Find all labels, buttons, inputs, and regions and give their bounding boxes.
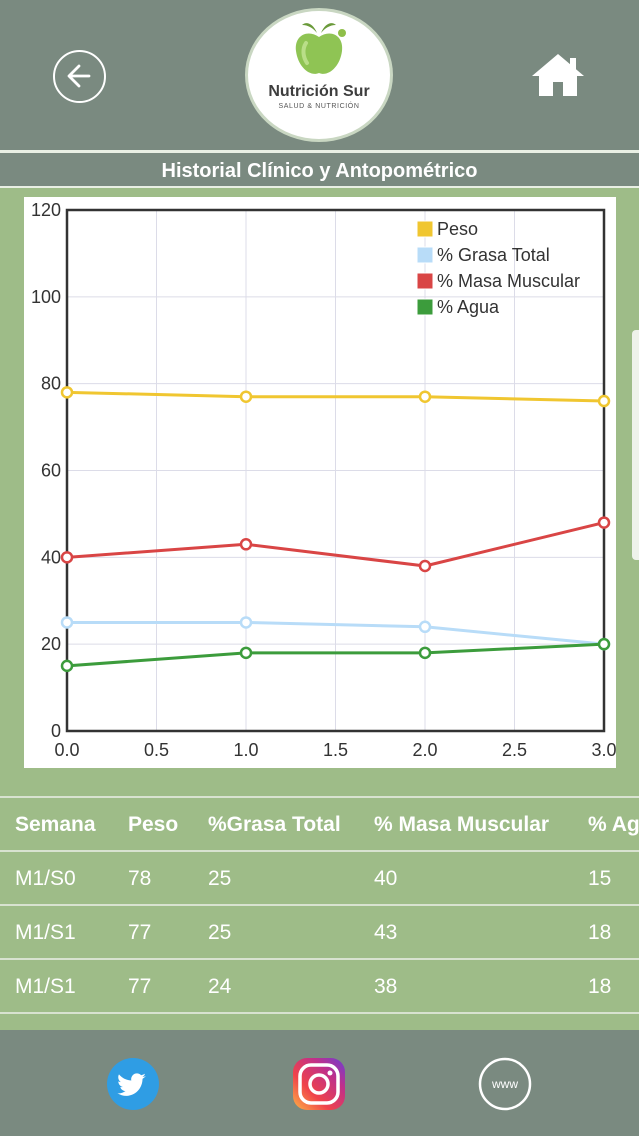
cell-masa-muscular: 40 — [374, 867, 398, 890]
y-tick-label: 0 — [51, 721, 61, 741]
col-header-grasa: %Grasa Total — [208, 813, 341, 836]
chart-container: 0.0 0.5 1.0 1.5 2.0 2.5 3.0 0 20 40 60 80 100 120 Peso… — [24, 197, 617, 768]
x-tick-label: 0.5 — [144, 740, 169, 760]
table-header-row: Semana Peso %Grasa Total % Masa Muscular… — [0, 798, 639, 852]
x-tick-label: 0.0 — [54, 740, 79, 760]
data-point — [239, 646, 253, 660]
cell-peso: 78 — [128, 867, 152, 890]
data-point — [597, 637, 611, 651]
cell-agua: 18 — [588, 975, 612, 998]
x-tick-label: 3.0 — [591, 740, 616, 760]
cell-masa-muscular: 38 — [374, 975, 398, 998]
col-header-semana: Semana — [15, 813, 96, 836]
legend-swatch — [416, 298, 434, 316]
data-point — [418, 646, 432, 660]
table-row: M1/S1 77 25 43 18 — [0, 906, 639, 960]
legend-label: % Agua — [437, 297, 500, 317]
y-tick-label: 100 — [31, 287, 61, 307]
series-line — [66, 390, 605, 403]
col-header-agua: % Ag — [588, 813, 639, 836]
apple-logo-icon — [295, 23, 346, 74]
data-point — [60, 616, 74, 629]
x-tick-label: 2.0 — [412, 740, 437, 760]
x-tick-label: 1.5 — [323, 740, 348, 760]
brand-subtitle: SALUD & NUTRICIÓN — [278, 103, 360, 110]
table-row: M1/S0 78 25 40 15 — [0, 852, 639, 906]
table-row: M1/S1 77 24 38 18 — [0, 960, 639, 1014]
x-tick-label: 1.0 — [233, 740, 258, 760]
brand-name: Nutrición Sur — [268, 83, 370, 100]
data-point — [60, 386, 74, 399]
data-point — [60, 551, 74, 564]
data-point — [239, 390, 253, 403]
legend-label: % Grasa Total — [437, 245, 550, 265]
col-header-peso: Peso — [128, 813, 179, 836]
cell-masa-muscular: 43 — [374, 921, 398, 944]
www-icon: www — [478, 1057, 532, 1111]
back-button[interactable] — [53, 50, 106, 103]
website-button[interactable]: www — [478, 1057, 532, 1111]
instagram-icon — [293, 1058, 345, 1110]
cell-agua: 18 — [588, 921, 612, 944]
y-tick-label: 80 — [41, 374, 61, 394]
plot-frame — [65, 208, 606, 733]
data-point — [418, 620, 432, 634]
data-point — [597, 394, 611, 408]
data-point — [597, 516, 611, 529]
cell-peso: 77 — [128, 921, 152, 944]
series-line — [66, 642, 605, 668]
data-point — [418, 390, 432, 403]
scroll-indicator[interactable] — [632, 330, 639, 560]
twitter-button[interactable] — [106, 1057, 160, 1111]
footer-bar: www — [0, 1030, 639, 1136]
y-tick-label: 60 — [41, 461, 61, 481]
legend-swatch — [416, 246, 434, 264]
legend-swatch — [416, 272, 434, 290]
series-line — [66, 521, 605, 568]
brand-logo: Nutrición Sur SALUD & NUTRICIÓN — [245, 8, 393, 142]
col-header-masa-muscular: % Masa Muscular — [374, 813, 550, 836]
data-point — [239, 616, 253, 629]
data-point — [239, 538, 253, 551]
line-chart: 0.0 0.5 1.0 1.5 2.0 2.5 3.0 0 20 40 60 80 100 120 Peso… — [31, 200, 617, 760]
cell-semana: M1/S1 — [15, 921, 76, 944]
home-button[interactable] — [530, 52, 586, 98]
cell-grasa: 25 — [208, 921, 232, 944]
cell-agua: 15 — [588, 867, 612, 890]
data-point — [60, 659, 74, 673]
series-line — [67, 620, 605, 646]
cell-peso: 77 — [128, 975, 152, 998]
app-header: Nutrición Sur SALUD & NUTRICIÓN — [0, 0, 639, 150]
x-tick-label: 2.5 — [502, 740, 527, 760]
legend-label: % Masa Muscular — [437, 271, 580, 291]
header-divider — [0, 150, 639, 153]
y-tick-label: 40 — [41, 547, 61, 567]
data-table: Semana Peso %Grasa Total % Masa Muscular… — [0, 796, 639, 1030]
instagram-button[interactable] — [292, 1057, 346, 1111]
twitter-icon — [107, 1058, 159, 1110]
legend-swatch — [416, 220, 434, 238]
data-point — [418, 559, 432, 573]
title-bar: Historial Clínico y Antopométrico — [0, 153, 639, 188]
cell-grasa: 24 — [208, 975, 232, 998]
y-tick-label: 20 — [41, 634, 61, 654]
cell-semana: M1/S1 — [15, 975, 76, 998]
www-label: www — [491, 1077, 518, 1091]
home-icon — [532, 54, 584, 96]
y-tick-label: 120 — [31, 200, 61, 220]
cell-grasa: 25 — [208, 867, 232, 890]
page-title: Historial Clínico y Antopométrico — [161, 160, 478, 182]
cell-semana: M1/S0 — [15, 867, 76, 890]
arrow-left-icon — [67, 64, 91, 88]
legend-label: Peso — [437, 219, 478, 239]
